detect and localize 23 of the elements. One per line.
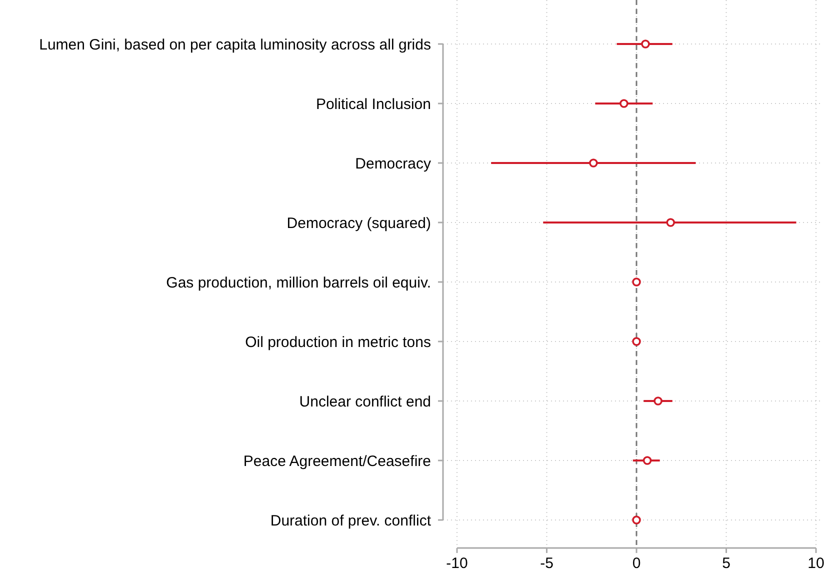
x-tick-label: 10 (808, 555, 824, 572)
x-tick-label: 0 (632, 555, 641, 572)
point (642, 456, 652, 465)
point (632, 278, 641, 286)
y-tick-label: Lumen Gini, based on per capita luminosity across all grids (39, 36, 431, 54)
point (632, 337, 641, 346)
y-tick-label: Oil production in metric tons (245, 334, 431, 351)
y-tick-label: Peace Agreement/Ceasefire (243, 452, 431, 470)
point (666, 218, 676, 227)
x-tick-label: 5 (722, 555, 730, 572)
point (620, 99, 628, 108)
point (641, 40, 650, 48)
y-tick-label: Gas production, million barrels oil equiv. (166, 274, 431, 292)
y-tick-label: Political Inclusion (316, 96, 431, 113)
y-tick-label: Unclear conflict end (299, 393, 431, 410)
x-tick-label: -5 (540, 555, 554, 572)
y-tick-label: Democracy (squared) (286, 214, 431, 232)
point (632, 516, 641, 524)
y-tick-label: Duration of prev. conflict (270, 512, 432, 530)
point (589, 158, 598, 168)
y-tick-label: Democracy (355, 155, 432, 172)
point (654, 396, 662, 406)
x-tick-label: -10 (446, 555, 468, 572)
